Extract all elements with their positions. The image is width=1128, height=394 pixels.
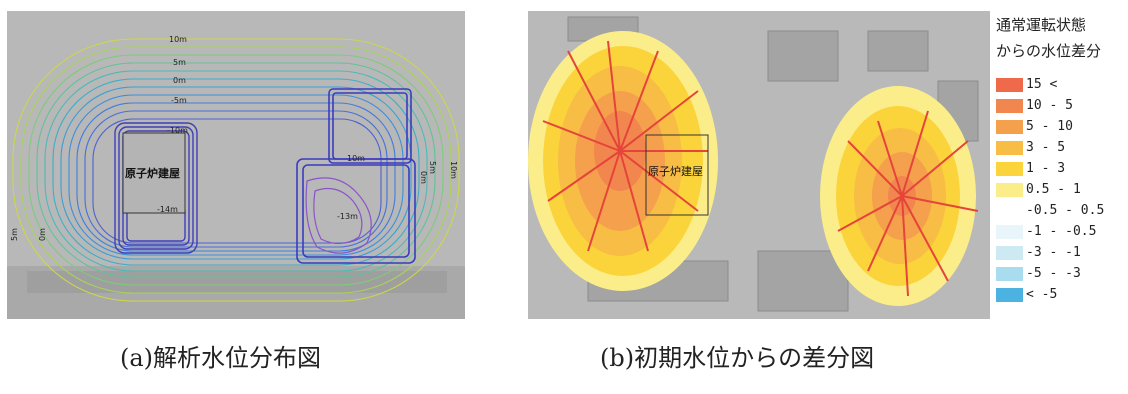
contour-map-panel: 10m 5m 0m -5m -10m -14m 10m 5m 0m 10m -1… [7,11,465,319]
legend-swatch [996,288,1023,302]
legend-swatch [996,204,1023,218]
building-label: 原子炉建屋 [125,166,180,180]
contour-label: -14m [157,205,178,214]
legend-swatch [996,183,1023,197]
legend-label: -0.5 - 0.5 [1026,203,1105,218]
legend-swatch [996,78,1023,92]
legend-swatch [996,267,1023,281]
legend-swatch [996,141,1023,155]
legend-label: 5 - 10 [1026,119,1073,134]
caption-a: (a)解析水位分布図 [120,344,322,372]
legend-swatch [996,162,1023,176]
legend-title-line2: からの水位差分 [996,42,1102,60]
legend-label: 10 - 5 [1026,98,1073,113]
contour-label: -5m [171,96,187,105]
legend-label: 15 < [1026,77,1058,92]
contour-label: 5m [173,58,186,67]
legend-label: 1 - 3 [1026,161,1066,176]
legend-swatch [996,225,1023,239]
legend-swatch [996,246,1023,260]
contour-label: 0m [419,171,428,184]
contour-label: 10m [169,35,187,44]
contour-label: 10m [449,161,458,179]
building-label: 原子炉建屋 [648,164,703,178]
difference-map: 原子炉建屋 [528,16,979,312]
legend-label: 0.5 - 1 [1026,182,1081,197]
caption-b: (b)初期水位からの差分図 [600,344,875,372]
contour-label: 5m [428,161,437,174]
legend-title-line1: 通常運転状態 [996,16,1087,34]
contour-label: 0m [173,76,186,85]
contour-label: -13m [337,212,358,221]
legend-label: -1 - -0.5 [1026,224,1097,239]
contour-label: -10m [167,126,188,135]
legend-label: < -5 [1026,287,1058,302]
legend-swatch [996,99,1023,113]
contour-label: 5m [10,228,19,241]
contour-label: 10m [347,154,365,163]
contour-map: 10m 5m 0m -5m -10m -14m 10m 5m 0m 10m -1… [7,35,465,319]
legend-label: -5 - -3 [1026,266,1081,281]
legend-swatch [996,120,1023,134]
legend-label: 3 - 5 [1026,140,1066,155]
difference-map-panel: 原子炉建屋 [528,11,990,319]
legend-label: -3 - -1 [1026,245,1081,260]
contour-label: 0m [38,228,47,241]
